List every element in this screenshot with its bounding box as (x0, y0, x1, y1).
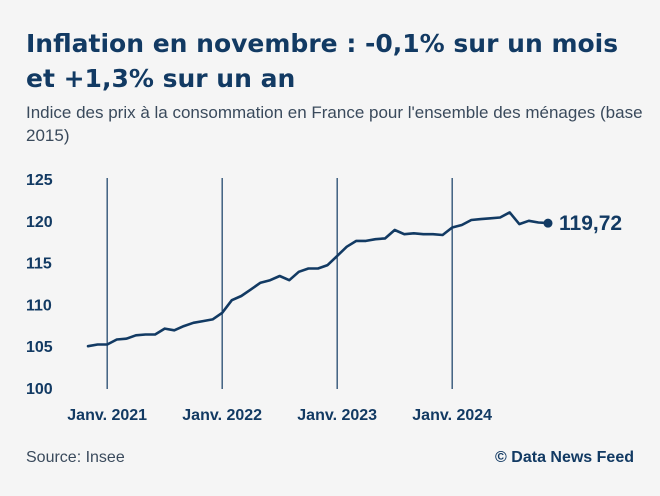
y-tick-label: 115 (26, 256, 52, 273)
y-tick-label: 110 (26, 297, 52, 314)
y-tick-label: 105 (26, 339, 53, 356)
y-tick-label: 100 (26, 381, 53, 398)
series-line (86, 211, 550, 348)
last-point-marker (543, 218, 553, 228)
x-tick-label: Janv. 2021 (67, 407, 147, 424)
credit-label: © Data News Feed (495, 449, 634, 466)
chart-subtitle: Indice des prix à la consommation en Fra… (26, 103, 643, 145)
source-label: Source: Insee (26, 449, 125, 466)
last-value-label: 119,72 (559, 212, 622, 235)
x-tick-label: Janv. 2022 (182, 407, 262, 424)
line-chart: Janv. 2021 Janv. 2022 Janv. 2023 Janv. 2024… (26, 172, 622, 424)
x-tick-label: Janv. 2024 (412, 407, 492, 424)
y-tick-label: 120 (26, 214, 53, 231)
chart-title: Inflation en novembre : -0,1% sur un moi… (26, 29, 619, 93)
x-tick-label: Janv. 2023 (297, 407, 377, 424)
y-tick-label: 125 (26, 172, 53, 189)
